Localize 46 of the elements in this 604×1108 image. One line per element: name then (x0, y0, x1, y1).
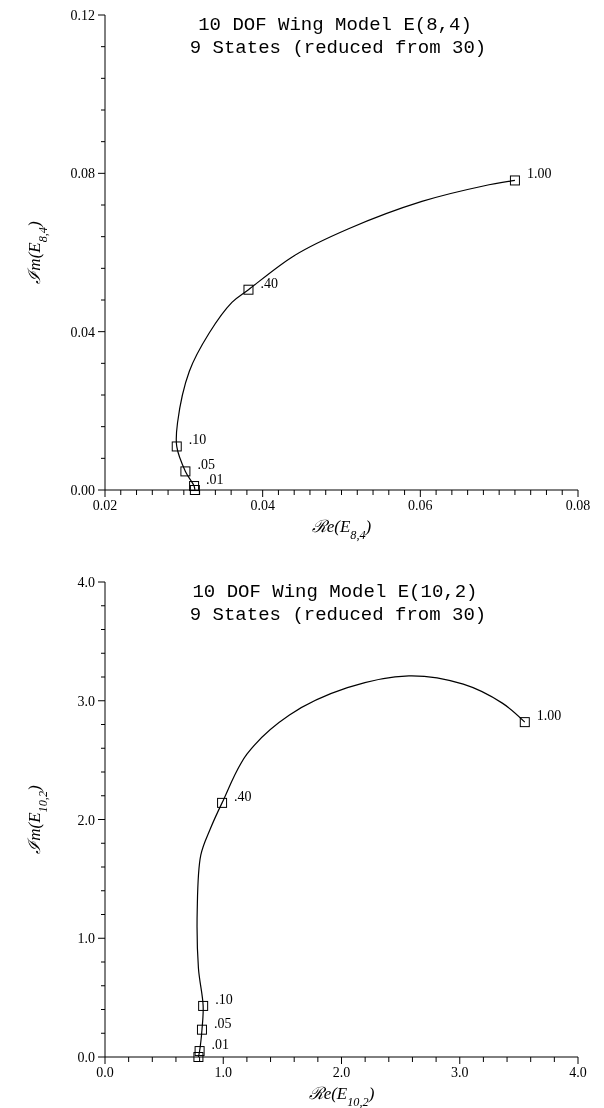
y-tick-label: 0.0 (77, 1050, 95, 1065)
point (509, 175, 520, 186)
point (217, 797, 228, 808)
x-tick-label: 0.0 (96, 1065, 114, 1080)
point (519, 717, 530, 728)
y-tick-label: 4.0 (77, 575, 95, 590)
annotation: .05 (197, 457, 215, 473)
annotation: .01 (206, 472, 224, 488)
x-tick-label: 0.02 (92, 498, 118, 513)
x-tick-label: 0.06 (408, 498, 433, 513)
annotation: .40 (260, 275, 278, 291)
point (196, 1024, 207, 1035)
point (193, 1052, 204, 1062)
annotation: 1.00 (526, 166, 552, 182)
x-tick-label: 2.0 (332, 1065, 351, 1080)
annotation: .10 (188, 432, 207, 448)
y-tick-label: 0.08 (70, 166, 95, 182)
point (189, 485, 200, 495)
annotation: 1.00 (536, 708, 562, 724)
annotation: .01 (211, 1037, 230, 1053)
x-axis-title: ℛe(E$_{8,4}$) (311, 517, 372, 542)
point (198, 1000, 209, 1011)
annotation: .40 (234, 788, 252, 804)
x-tick-label: 0.08 (565, 498, 591, 513)
annotation: .05 (213, 1015, 232, 1031)
y-tick-label: 0.12 (70, 8, 95, 23)
y-tick-label: 3.0 (77, 693, 95, 709)
y-tick-label: 1.0 (77, 931, 95, 947)
text: 9 States (reduced from 30) (189, 37, 487, 59)
point (171, 441, 182, 452)
y-tick-label: 2.0 (77, 812, 95, 828)
point (180, 466, 191, 477)
x-tick-label: 4.0 (569, 1065, 587, 1080)
y-tick-label: 0.00 (70, 483, 95, 498)
x-axis-title: ℛe(E$_{10,2}$) (308, 1084, 375, 1108)
point (189, 481, 200, 492)
chart-title: 10 DOF Wing Model E(8,4) (198, 14, 472, 36)
x-tick-label: 3.0 (451, 1065, 469, 1080)
point (194, 1046, 205, 1057)
text: 9 States (reduced from 30) (189, 604, 487, 626)
point (243, 284, 254, 295)
y-tick-label: 0.04 (70, 324, 95, 340)
x-tick-label: 1.0 (214, 1065, 232, 1080)
annotation: .10 (215, 991, 233, 1007)
chart-title: 10 DOF Wing Model E(10,2) (192, 581, 478, 603)
x-tick-label: 0.04 (250, 498, 275, 513)
